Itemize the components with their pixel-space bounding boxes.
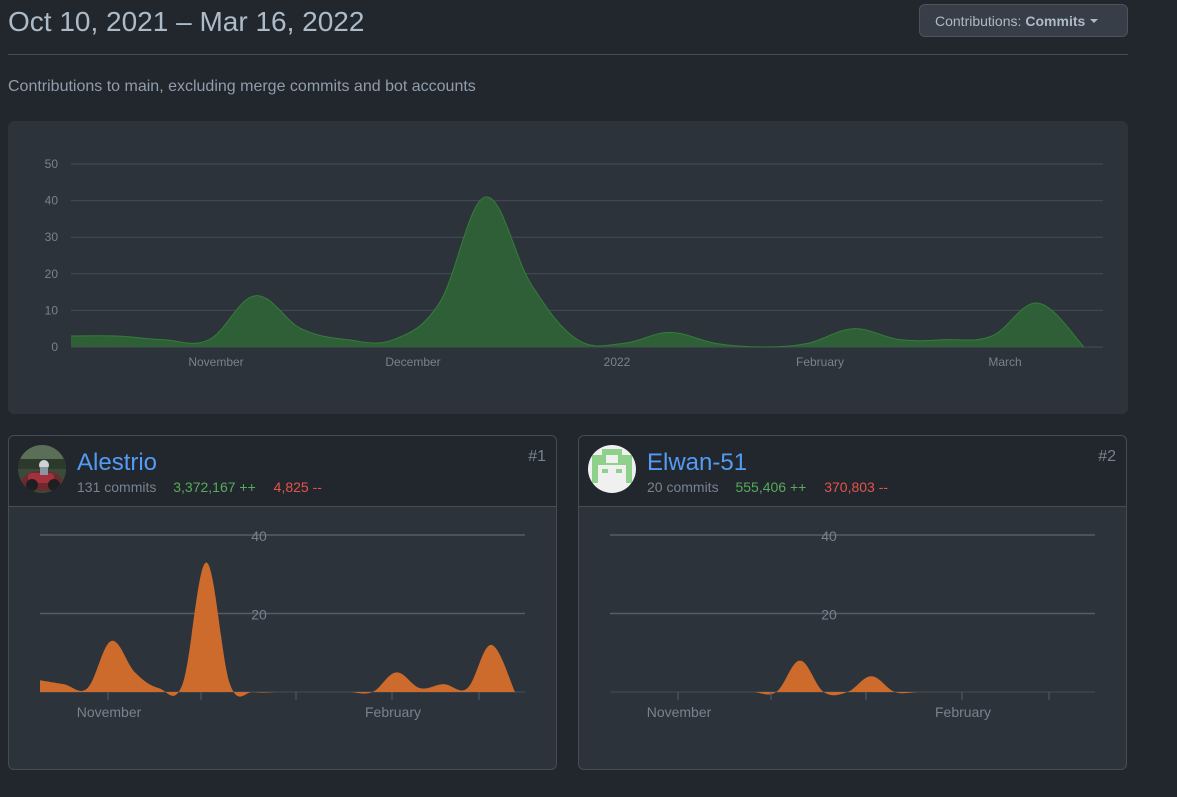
contributions-selected-value: Commits xyxy=(1025,12,1086,29)
commits-line xyxy=(70,196,1085,348)
additions-count: 3,372,167 ++ xyxy=(173,479,256,495)
contributions-label: Contributions: xyxy=(935,12,1022,29)
y-tick-label: 0 xyxy=(51,340,58,354)
commits-area xyxy=(71,196,1084,347)
contributor-card-header: Elwan-51 20 commits 555,406 ++ 370,803 -… xyxy=(579,436,1126,507)
y-tick-label: 30 xyxy=(45,230,59,244)
main-contributions-chart[interactable]: 0 10 20 30 40 50 November December 2022 February M… xyxy=(8,121,1128,414)
main-chart-svg: 0 10 20 30 40 50 November December 2022 February M… xyxy=(45,157,1103,369)
y-tick-label: 40 xyxy=(251,528,267,544)
date-range-title: Oct 10, 2021 – Mar 16, 2022 xyxy=(8,6,365,37)
contributions-subtitle: Contributions to main, excluding merge c… xyxy=(8,78,476,95)
x-tick-label: 2022 xyxy=(604,355,631,369)
commit-count[interactable]: 20 commits xyxy=(647,479,719,495)
x-tick-label: March xyxy=(988,355,1021,369)
y-tick-label: 10 xyxy=(45,303,59,317)
contributor-stats: 20 commits 555,406 ++ 370,803 -- xyxy=(647,479,888,495)
deletions-count: 4,825 -- xyxy=(273,479,322,495)
contributor-chart: 20 40 November February xyxy=(610,528,1095,720)
user-commits-area xyxy=(610,660,1085,696)
contributions-type-dropdown[interactable]: Contributions: Commits xyxy=(919,4,1128,37)
x-tick-label: November xyxy=(188,355,243,369)
contributor-rank: #1 xyxy=(528,448,546,465)
y-tick-label: 20 xyxy=(821,607,837,623)
x-tick-label: February xyxy=(935,704,991,720)
avatar-image xyxy=(18,445,66,493)
contributor-name[interactable]: Alestrio xyxy=(77,449,158,476)
avatar-image xyxy=(588,445,636,493)
x-tick-label: November xyxy=(647,704,712,720)
deletions-count: 370,803 -- xyxy=(824,479,889,495)
contributor-stats: 131 commits 3,372,167 ++ 4,825 -- xyxy=(77,479,322,495)
x-tick-label: December xyxy=(385,355,440,369)
contributor-card-1: Alestrio 131 commits 3,372,167 ++ 4,825 … xyxy=(8,435,557,770)
page-header: Oct 10, 2021 – Mar 16, 2022 Contribution… xyxy=(8,0,1128,55)
contributor-card-2: Elwan-51 20 commits 555,406 ++ 370,803 -… xyxy=(578,435,1127,770)
additions-count: 555,406 ++ xyxy=(735,479,807,495)
y-tick-label: 50 xyxy=(45,157,59,171)
y-tick-label: 20 xyxy=(45,267,59,281)
x-tick-label: February xyxy=(365,704,421,720)
x-tick-label: November xyxy=(77,704,142,720)
y-tick-label: 40 xyxy=(45,194,59,208)
y-tick-label: 40 xyxy=(821,528,837,544)
commit-count[interactable]: 131 commits xyxy=(77,479,157,495)
avatar-alestrio[interactable] xyxy=(18,445,66,493)
contributor-card-header: Alestrio 131 commits 3,372,167 ++ 4,825 … xyxy=(9,436,556,507)
y-tick-label: 20 xyxy=(251,607,267,623)
contributor-chart: 20 40 November February xyxy=(40,528,525,720)
avatar-elwan-51[interactable] xyxy=(588,445,636,493)
contributor-rank: #2 xyxy=(1098,448,1116,465)
caret-down-icon xyxy=(1090,19,1099,23)
x-tick-label: February xyxy=(796,355,844,369)
contributor-name[interactable]: Elwan-51 xyxy=(647,449,748,476)
user-commits-area xyxy=(40,562,515,697)
